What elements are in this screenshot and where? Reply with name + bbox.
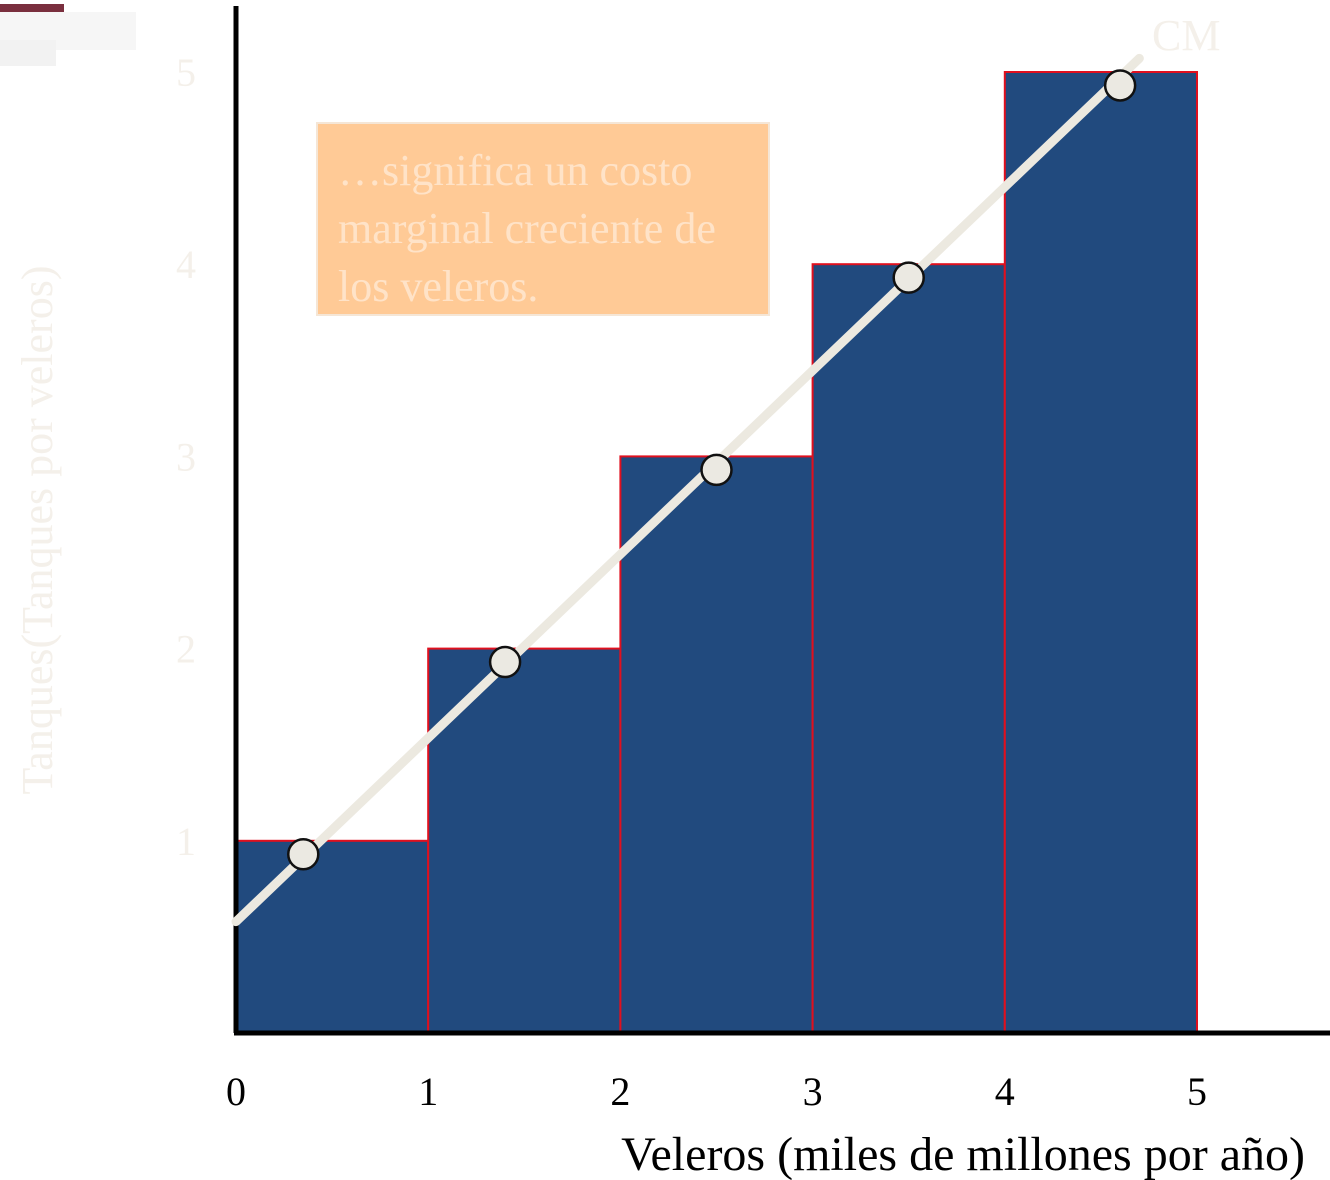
bar-1 <box>235 839 430 1034</box>
bar-4 <box>811 263 1006 1034</box>
point-5 <box>1103 69 1137 102</box>
bar-3 <box>619 455 814 1034</box>
point-1 <box>287 838 320 871</box>
annotation-text: …significa un costo marginal creciente d… <box>338 146 716 311</box>
bars-layer <box>235 71 1198 1034</box>
x-tick-label: 5 <box>1187 1069 1207 1114</box>
x-axis-label: Veleros (miles de millones por año) <box>621 1128 1305 1180</box>
y-tick-label: 2 <box>176 627 196 672</box>
annotation-box: …significa un costo marginal creciente d… <box>316 122 770 316</box>
point-4 <box>892 261 925 294</box>
bar-2 <box>427 647 622 1034</box>
x-tick-label: 0 <box>226 1069 246 1114</box>
y-tick-label: 5 <box>176 50 196 95</box>
curve-layer <box>231 53 1144 927</box>
bar-5 <box>1003 71 1198 1034</box>
x-tick-label: 1 <box>418 1069 438 1114</box>
point-3 <box>700 453 733 487</box>
marginal-cost-line <box>231 53 1144 927</box>
y-tick-label: 3 <box>176 434 196 479</box>
axes-layer <box>233 6 1330 1036</box>
curve-label-cm: CM <box>1152 11 1220 60</box>
y-tick-label: 1 <box>176 819 196 864</box>
y-axis-label: Tanques(Tanques por veleros) <box>13 266 62 795</box>
y-tick-label: 4 <box>176 242 196 287</box>
ticks-layer: 0 1 2 3 4 5 1 2 3 4 5 <box>176 50 1207 1114</box>
point-2 <box>488 645 522 679</box>
x-tick-label: 2 <box>610 1069 630 1114</box>
x-tick-label: 4 <box>995 1069 1015 1114</box>
corner-mark <box>0 4 64 12</box>
x-tick-label: 3 <box>803 1069 823 1114</box>
corner-smudge-2 <box>0 40 56 66</box>
